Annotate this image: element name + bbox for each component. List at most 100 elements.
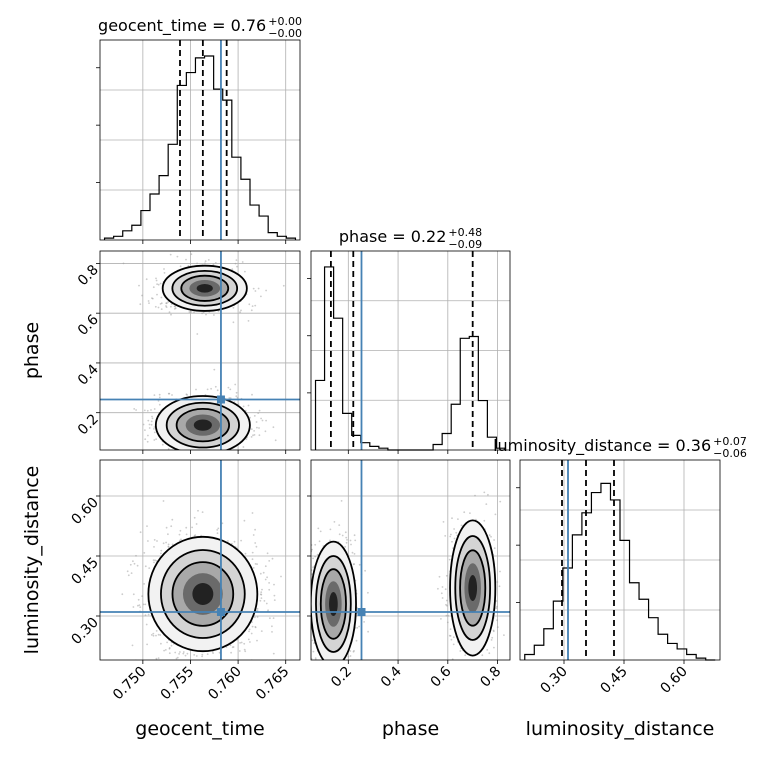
scatter-point bbox=[488, 534, 491, 537]
scatter-point bbox=[160, 552, 162, 555]
scatter-point bbox=[143, 583, 146, 585]
scatter-point bbox=[188, 311, 191, 313]
scatter-point bbox=[155, 277, 157, 280]
scatter-point bbox=[351, 551, 354, 554]
scatter-point bbox=[440, 618, 442, 620]
scatter-point bbox=[153, 426, 156, 428]
scatter-point bbox=[324, 688, 326, 690]
scatter-point bbox=[311, 639, 314, 642]
tick-label-luminosity_distance: 0.30 bbox=[69, 615, 102, 648]
scatter-point bbox=[167, 301, 170, 303]
scatter-point bbox=[460, 524, 463, 527]
scatter-point bbox=[147, 419, 150, 422]
scatter-point bbox=[144, 438, 147, 441]
scatter-point bbox=[444, 535, 447, 537]
scatter-point bbox=[250, 309, 253, 312]
scatter-point bbox=[318, 540, 321, 543]
title-sup: +0.48 bbox=[448, 226, 482, 239]
scatter-point bbox=[160, 642, 162, 645]
scatter-point bbox=[492, 629, 495, 632]
scatter-point bbox=[234, 262, 237, 265]
scatter-point bbox=[457, 518, 459, 520]
scatter-point bbox=[169, 477, 171, 479]
contour-line bbox=[449, 519, 497, 657]
scatter-point bbox=[201, 655, 204, 658]
scatter-point bbox=[168, 647, 171, 650]
tick-label-phase: 0.8 bbox=[75, 262, 102, 289]
scatter-point bbox=[144, 429, 146, 431]
scatter-point bbox=[229, 644, 232, 647]
scatter-point bbox=[178, 533, 181, 536]
scatter-point bbox=[271, 631, 273, 633]
scatter-point bbox=[210, 673, 212, 675]
scatter-point bbox=[152, 559, 155, 561]
scatter-point bbox=[143, 409, 146, 412]
scatter-point bbox=[153, 408, 156, 410]
tick-label-geocent_time: 0.760 bbox=[205, 664, 245, 704]
scatter-point bbox=[218, 453, 220, 455]
scatter-point bbox=[217, 310, 220, 313]
scatter-point bbox=[280, 575, 282, 578]
tick-label-luminosity_distance: 0.30 bbox=[537, 664, 570, 697]
scatter-point bbox=[205, 313, 207, 316]
scatter-point bbox=[255, 545, 258, 548]
scatter-point bbox=[251, 551, 254, 554]
scatter-point bbox=[216, 532, 219, 535]
scatter-point bbox=[207, 259, 210, 261]
scatter-point bbox=[131, 644, 134, 647]
scatter-point bbox=[264, 578, 267, 581]
tick-label-luminosity_distance: 0.60 bbox=[69, 495, 102, 528]
scatter-point bbox=[215, 462, 217, 464]
scatter-panel-phase_vs_luminosity_distance bbox=[307, 459, 511, 718]
scatter-point bbox=[159, 282, 162, 285]
scatter-point bbox=[464, 654, 467, 657]
scatter-point bbox=[179, 651, 181, 653]
contour-line bbox=[160, 549, 246, 639]
scatter-point bbox=[164, 649, 167, 651]
hist-panel-phase: phase = 0.22 +0.48−0.09 bbox=[307, 226, 511, 454]
scatter-point bbox=[491, 636, 494, 639]
scatter-point bbox=[248, 628, 251, 631]
scatter-point bbox=[201, 511, 204, 513]
scatter-point bbox=[459, 692, 461, 694]
scatter-point bbox=[147, 613, 150, 616]
scatter-point bbox=[147, 300, 150, 302]
title-sub: −0.09 bbox=[448, 238, 482, 251]
x-axis-label-geocent_time: geocent_time bbox=[135, 718, 264, 740]
scatter-point bbox=[340, 500, 343, 502]
histogram-geocent_time bbox=[103, 55, 297, 240]
scatter-point bbox=[210, 451, 212, 453]
scatter-point bbox=[358, 625, 360, 628]
scatter-point bbox=[265, 419, 267, 422]
scatter-point bbox=[450, 533, 452, 536]
scatter-point bbox=[135, 554, 137, 557]
scatter-point bbox=[171, 543, 174, 546]
scatter-point bbox=[232, 454, 234, 456]
scatter-point bbox=[155, 279, 158, 282]
tick-label-phase: 0.4 bbox=[378, 663, 405, 690]
scatter-point bbox=[168, 392, 171, 395]
scatter-point bbox=[343, 716, 345, 718]
scatter-point bbox=[185, 533, 188, 536]
scatter-point bbox=[313, 642, 315, 645]
scatter-point bbox=[171, 394, 173, 396]
tick-label-phase: 0.8 bbox=[477, 664, 504, 691]
scatter-point bbox=[167, 546, 170, 548]
scatter-point bbox=[250, 436, 253, 438]
scatter-point bbox=[193, 516, 196, 519]
scatter-point bbox=[258, 434, 261, 437]
scatter-point bbox=[261, 419, 264, 422]
scatter-point bbox=[441, 597, 444, 599]
scatter-point bbox=[137, 598, 140, 601]
panel-content bbox=[100, 251, 300, 479]
scatter-point bbox=[212, 263, 215, 266]
tick-label-geocent_time: 0.750 bbox=[110, 664, 150, 704]
scatter-point bbox=[335, 699, 337, 701]
scatter-point bbox=[204, 463, 206, 465]
scatter-point bbox=[236, 396, 239, 399]
scatter-point bbox=[258, 427, 260, 429]
scatter-point bbox=[202, 311, 205, 314]
scatter-point bbox=[493, 539, 495, 541]
scatter-point bbox=[239, 311, 242, 314]
scatter-point bbox=[153, 561, 155, 564]
